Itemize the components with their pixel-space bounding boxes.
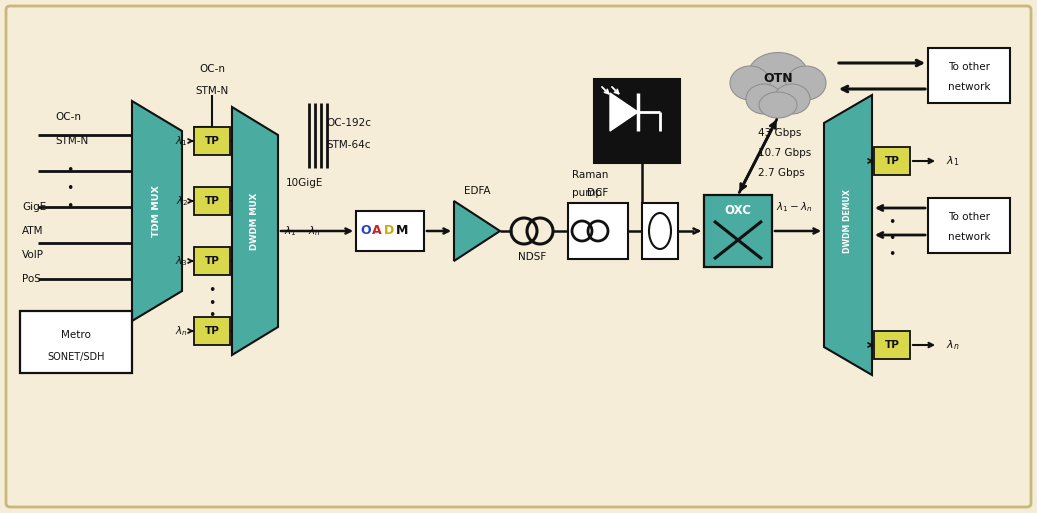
Text: Raman: Raman [572, 170, 609, 180]
Text: TP: TP [885, 156, 899, 166]
Text: $\lambda_1-\lambda_n$: $\lambda_1-\lambda_n$ [776, 200, 813, 214]
Ellipse shape [759, 92, 797, 118]
Text: •: • [208, 297, 216, 309]
Text: $\lambda_3$: $\lambda_3$ [175, 254, 188, 268]
Bar [594, 79, 680, 163]
Bar [194, 127, 230, 155]
Bar [874, 147, 910, 175]
Bar [194, 317, 230, 345]
Bar [704, 195, 772, 267]
Polygon shape [824, 95, 872, 375]
Text: D: D [384, 225, 394, 238]
Text: Metro: Metro [61, 330, 91, 340]
Polygon shape [610, 93, 638, 131]
Text: 2.7 Gbps: 2.7 Gbps [758, 168, 805, 178]
Text: TP: TP [204, 326, 220, 336]
Text: EDFA: EDFA [464, 186, 491, 196]
Bar [194, 247, 230, 275]
Text: DCF: DCF [587, 188, 609, 198]
Text: VoIP: VoIP [22, 250, 44, 260]
Text: $\lambda_2$: $\lambda_2$ [175, 194, 188, 208]
Text: GigE: GigE [22, 202, 47, 212]
Text: 10GigE: 10GigE [286, 178, 324, 188]
Bar [194, 187, 230, 215]
Text: $\lambda_1$: $\lambda_1$ [946, 154, 959, 168]
Bar [928, 48, 1010, 103]
Text: pump: pump [572, 188, 602, 198]
Text: •: • [208, 308, 216, 322]
Polygon shape [132, 101, 183, 321]
Ellipse shape [774, 84, 810, 114]
Bar [356, 211, 424, 251]
Ellipse shape [748, 52, 808, 97]
Text: SONET/SDH: SONET/SDH [48, 352, 105, 362]
Text: TP: TP [885, 340, 899, 350]
Text: OC-n: OC-n [199, 64, 225, 74]
Text: PoS: PoS [22, 274, 40, 284]
Text: To other: To other [948, 62, 990, 72]
Text: $\lambda_1-\lambda_n$: $\lambda_1-\lambda_n$ [284, 224, 320, 238]
Text: network: network [948, 82, 990, 92]
Text: •: • [889, 232, 896, 246]
FancyBboxPatch shape [6, 6, 1031, 507]
Text: ATM: ATM [22, 226, 44, 236]
Text: OC-n: OC-n [55, 112, 81, 122]
Ellipse shape [730, 66, 770, 100]
Text: STM-64c: STM-64c [326, 140, 370, 150]
Text: 43 Gbps: 43 Gbps [758, 128, 802, 138]
Text: TP: TP [204, 196, 220, 206]
Text: STM-N: STM-N [55, 136, 88, 146]
Text: $\lambda_1$: $\lambda_1$ [175, 134, 188, 148]
Text: STM-N: STM-N [195, 86, 228, 96]
Text: TP: TP [204, 136, 220, 146]
Text: •: • [889, 216, 896, 229]
Ellipse shape [786, 66, 826, 100]
Text: O: O [360, 225, 370, 238]
Text: M: M [396, 225, 409, 238]
Text: network: network [948, 232, 990, 242]
Text: $\lambda_n$: $\lambda_n$ [175, 324, 188, 338]
Text: DWDM MUX: DWDM MUX [251, 192, 259, 250]
Text: TP: TP [204, 256, 220, 266]
Text: 10.7 Gbps: 10.7 Gbps [758, 148, 811, 158]
Bar [642, 203, 678, 259]
Text: •: • [889, 248, 896, 262]
Text: A: A [372, 225, 382, 238]
Text: •: • [66, 165, 74, 177]
Text: DWDM DEMUX: DWDM DEMUX [843, 189, 852, 253]
Text: TDM MUX: TDM MUX [152, 185, 162, 237]
Text: NDSF: NDSF [517, 252, 546, 262]
Text: •: • [208, 285, 216, 298]
Ellipse shape [746, 84, 782, 114]
Text: •: • [66, 201, 74, 213]
Text: To other: To other [948, 212, 990, 222]
Text: OTN: OTN [763, 72, 793, 86]
Text: OXC: OXC [725, 205, 752, 218]
Bar [874, 331, 910, 359]
Bar [20, 311, 132, 373]
Text: OC-192c: OC-192c [326, 118, 371, 128]
Bar [928, 198, 1010, 253]
Text: $\lambda_n$: $\lambda_n$ [946, 338, 959, 352]
Polygon shape [454, 201, 500, 261]
Bar [568, 203, 628, 259]
Text: •: • [66, 183, 74, 195]
Polygon shape [232, 107, 278, 355]
